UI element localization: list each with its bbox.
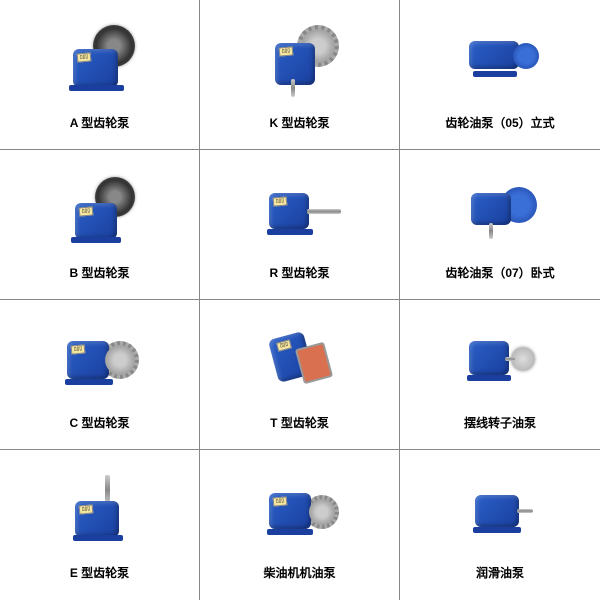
product-image: ▯▯▯ xyxy=(204,458,395,558)
product-cell[interactable]: 齿轮油泵（05）立式 xyxy=(400,0,600,150)
product-caption: 齿轮油泵（05）立式 xyxy=(445,116,554,132)
product-image: ▯▯▯ xyxy=(204,8,395,108)
product-cell[interactable]: ▯▯▯ T 型齿轮泵 xyxy=(200,300,400,450)
product-cell[interactable]: ▯▯▯ B 型齿轮泵 xyxy=(0,150,200,300)
product-image xyxy=(404,308,596,408)
product-caption: 齿轮油泵（07）卧式 xyxy=(445,266,554,282)
product-cell[interactable]: ▯▯▯ E 型齿轮泵 xyxy=(0,450,200,600)
product-image: ▯▯▯ xyxy=(4,158,195,258)
product-caption: B 型齿轮泵 xyxy=(69,266,129,282)
product-image: ▯▯▯ xyxy=(204,158,395,258)
product-caption: 柴油机机油泵 xyxy=(263,566,335,582)
product-caption: C 型齿轮泵 xyxy=(69,416,129,432)
product-caption: R 型齿轮泵 xyxy=(269,266,329,282)
product-image xyxy=(404,458,596,558)
product-caption: 润滑油泵 xyxy=(476,566,524,582)
product-caption: K 型齿轮泵 xyxy=(269,116,329,132)
product-caption: E 型齿轮泵 xyxy=(70,566,129,582)
product-image: ▯▯▯ xyxy=(4,308,195,408)
product-cell[interactable]: ▯▯▯ R 型齿轮泵 xyxy=(200,150,400,300)
product-caption: A 型齿轮泵 xyxy=(70,116,130,132)
product-cell[interactable]: 齿轮油泵（07）卧式 xyxy=(400,150,600,300)
product-image: ▯▯▯ xyxy=(4,8,195,108)
product-cell[interactable]: 摆线转子油泵 xyxy=(400,300,600,450)
product-caption: 摆线转子油泵 xyxy=(464,416,536,432)
product-cell[interactable]: 润滑油泵 xyxy=(400,450,600,600)
product-image: ▯▯▯ xyxy=(204,308,395,408)
product-image: ▯▯▯ xyxy=(4,458,195,558)
product-cell[interactable]: ▯▯▯ K 型齿轮泵 xyxy=(200,0,400,150)
product-image xyxy=(404,158,596,258)
product-caption: T 型齿轮泵 xyxy=(270,416,329,432)
product-image xyxy=(404,8,596,108)
product-grid: ▯▯▯ A 型齿轮泵 ▯▯▯ K 型齿轮泵 齿轮油泵（05）立式 xyxy=(0,0,600,600)
product-cell[interactable]: ▯▯▯ C 型齿轮泵 xyxy=(0,300,200,450)
product-cell[interactable]: ▯▯▯ A 型齿轮泵 xyxy=(0,0,200,150)
product-cell[interactable]: ▯▯▯ 柴油机机油泵 xyxy=(200,450,400,600)
